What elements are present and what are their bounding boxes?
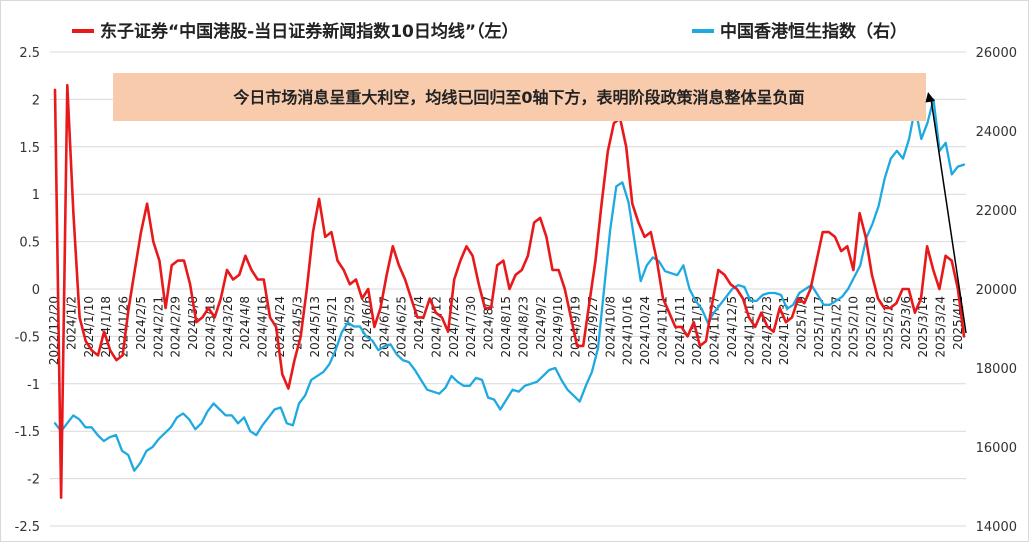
left-axis-tick-label: 1 [32, 188, 40, 203]
annotation: 今日市场消息呈重大利空，均线已回归至0轴下方，表明阶段政策消息整体呈负面 [113, 73, 967, 334]
left-axis-tick-label: -0.5 [15, 330, 40, 345]
x-axis-tick-label: 2024/4/24 [273, 296, 287, 358]
right-axis-tick-label: 22000 [976, 204, 1017, 219]
x-axis-tick-label: 2024/1/18 [99, 296, 113, 358]
annotation-box [113, 73, 926, 121]
x-axis-tick-label: 2024/5/13 [308, 296, 322, 358]
left-axis-tick-label: 0.5 [19, 236, 40, 251]
right-axis-ticks: 14000 16000 18000 20000 22000 24000 26000 [976, 46, 1017, 535]
x-axis-tick-label: 2024/8/15 [499, 296, 513, 358]
legend-label-left-series: 东子证券“中国港股-当日证券新闻指数10日均线”（左） [100, 21, 519, 42]
x-axis-tick-label: 2024/12/5 [725, 296, 739, 358]
x-axis-tick-label: 2024/10/8 [603, 296, 617, 358]
right-axis-tick-label: 26000 [976, 46, 1017, 61]
left-axis-tick-label: 0 [32, 283, 40, 298]
x-axis-tick-label: 2024/8/23 [516, 296, 530, 358]
annotation-arrow-head [925, 92, 935, 103]
left-axis-tick-label: -2.5 [15, 520, 40, 535]
x-axis-tick-label: 2024/2/21 [151, 296, 165, 358]
left-axis-tick-label: 1.5 [19, 141, 40, 156]
x-axis-tick-label: 2024/7/30 [464, 296, 478, 358]
x-axis-tick-label: 2024/11/11 [673, 296, 687, 365]
x-axis-tick-label: 2025/2/10 [847, 296, 861, 358]
left-axis-tick-label: 2 [32, 93, 40, 108]
left-axis-tick-label: -2 [27, 473, 40, 488]
x-axis-tick-label: 2024/12/13 [742, 296, 756, 365]
x-axis-tick-label: 2024/10/24 [638, 296, 652, 365]
x-axis-tick-label: 2024/4/8 [238, 296, 252, 350]
left-axis-tick-label: -1 [27, 378, 40, 393]
x-axis-tick-label: 2025/2/26 [881, 296, 895, 358]
x-axis-tick-label: 2024/10/16 [621, 296, 635, 365]
x-axis-tick-label: 2025/3/24 [934, 296, 948, 358]
x-axis-tick-label: 2024/3/26 [221, 296, 235, 358]
annotation-arrow-line [930, 98, 967, 334]
right-axis-tick-label: 18000 [976, 362, 1017, 377]
x-axis-tick-label: 2024/3/18 [203, 296, 217, 358]
x-axis-tick-label: 2024/7/12 [429, 296, 443, 358]
x-axis-tick-label: 2025/3/6 [899, 296, 913, 350]
left-axis-tick-label: 2.5 [19, 46, 40, 61]
x-axis-tick-label: 2024/11/1 [655, 296, 669, 358]
x-axis-tick-label: 2025/1/17 [812, 296, 826, 358]
left-axis-tick-label: -1.5 [15, 425, 40, 440]
right-axis-tick-label: 16000 [976, 441, 1017, 456]
x-axis-tick-label: 2024/12/23 [760, 296, 774, 365]
x-axis-tick-label: 2024/6/25 [395, 296, 409, 358]
right-axis-tick-label: 24000 [976, 125, 1017, 140]
series-lines [53, 83, 966, 499]
x-axis-tick-label: 2025/2/18 [864, 296, 878, 358]
x-axis-tick-label: 2024/3/8 [186, 296, 200, 350]
annotation-text: 今日市场消息呈重大利空，均线已回归至0轴下方，表明阶段政策消息整体呈负面 [232, 88, 804, 107]
x-axis-tick-label: 2024/9/10 [551, 296, 565, 358]
x-axis-tick-label: 2024/5/21 [325, 296, 339, 358]
x-axis-tick-label: 2024/2/29 [169, 296, 183, 358]
series-line-news-index [53, 83, 966, 499]
right-axis-tick-label: 20000 [976, 283, 1017, 298]
series-line-hang-seng [53, 98, 966, 472]
x-axis-tick-label: 2024/1/10 [82, 296, 96, 358]
x-axis-tick-label: 2024/1/2 [64, 296, 78, 350]
x-axis-tick-label: 2025/1/9 [795, 296, 809, 350]
x-axis-tick-label: 2025/3/14 [916, 296, 930, 358]
legend: 东子证券“中国港股-当日证券新闻指数10日均线”（左） 中国香港恒生指数（右） [72, 21, 907, 42]
x-axis-tick-label: 2025/1/27 [829, 296, 843, 358]
x-axis-tick-label: 2024/9/2 [534, 296, 548, 350]
x-axis-tick-label: 2024/8/7 [482, 296, 496, 350]
legend-label-right-series: 中国香港恒生指数（右） [720, 21, 907, 42]
x-axis-tick-label: 2024/2/5 [134, 296, 148, 350]
right-axis-tick-label: 14000 [976, 520, 1017, 535]
x-axis-tick-label: 2024/9/19 [569, 296, 583, 358]
x-axis-tick-label: 2024/5/29 [343, 296, 357, 358]
x-axis-tick-label: 2024/4/16 [256, 296, 270, 358]
x-axis-tick-label: 2024/6/17 [377, 296, 391, 358]
left-axis-ticks: -2.5 -2 -1.5 -1 -0.5 0 0.5 1 1.5 2 2.5 [15, 46, 40, 535]
